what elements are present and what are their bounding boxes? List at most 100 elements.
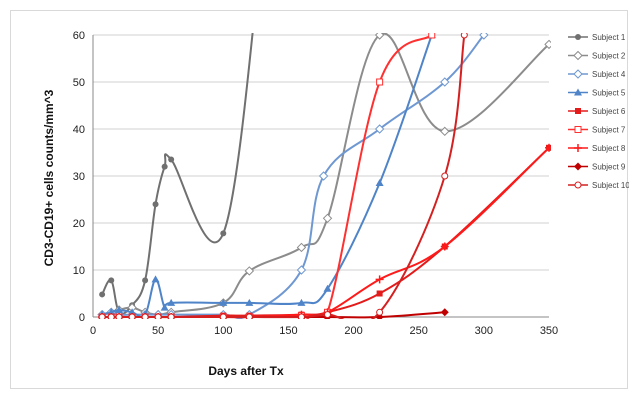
series-subject-5-point [219, 298, 228, 306]
series-subject-10-point [297, 313, 305, 319]
x-tick-label: 350 [540, 325, 558, 337]
y-axis-title: CD3-CD19+ cells counts/mm^3 [42, 89, 56, 266]
series-subject-5-point [151, 275, 160, 283]
legend-swatch-marker [573, 50, 583, 61]
series-subject-8-point [440, 242, 449, 251]
legend-label: Subject 10 [592, 181, 629, 190]
series-subject-1-point [108, 277, 115, 284]
series-subject-8-point [375, 275, 384, 284]
chart-frame: 0 10 20 30 40 50 60 0 50 100 150 200 250 300 350 Days … [10, 10, 629, 389]
series-subject-10-point [219, 313, 227, 319]
legend-item-subject-2: Subject 2 [568, 50, 626, 61]
series-subject-1-point [161, 163, 168, 170]
series-subject-10-point [324, 311, 332, 319]
series-subject-5-point [375, 179, 384, 187]
series-subject-4-point [318, 171, 329, 181]
series-subject-5-point [323, 284, 332, 292]
legend-swatch-marker [574, 144, 582, 152]
series-subject-4-point [374, 124, 385, 134]
series-subject-1-point [168, 156, 175, 163]
series-subject-10 [98, 33, 468, 319]
series-subject-4-point [479, 33, 489, 40]
legend-label: Subject 2 [592, 52, 626, 61]
legend-swatch-marker [573, 69, 583, 79]
legend-label: Subject 5 [592, 89, 626, 98]
legend-swatch-marker [574, 162, 582, 171]
series-subject-2-point [544, 39, 551, 50]
series-subject-10-point [376, 308, 384, 316]
legend-item-subject-1: Subject 1 [568, 33, 626, 42]
series-subject-10-point [98, 313, 106, 319]
x-tick-label: 200 [344, 325, 362, 337]
legend-label: Subject 1 [592, 33, 626, 42]
y-tick-label: 50 [73, 77, 85, 89]
y-tick-label: 10 [73, 265, 85, 277]
series-subject-10-point [245, 313, 253, 319]
legend-swatch-marker [575, 108, 581, 114]
series-subject-1-point [220, 230, 227, 237]
legend-label: Subject 6 [592, 107, 626, 116]
y-tick-label: 60 [73, 30, 85, 42]
legend-label: Subject 4 [592, 70, 626, 79]
legend-swatch-marker [574, 88, 582, 96]
legend-item-subject-9: Subject 9 [568, 162, 626, 172]
series-subject-5-point [160, 303, 169, 311]
y-tick-label: 0 [79, 312, 85, 324]
tick-labels: 0 10 20 30 40 50 60 0 50 100 150 200 250 300 350 [73, 30, 558, 337]
legend-swatch-marker [574, 181, 582, 189]
series-subject-1-point [152, 201, 159, 208]
legend-item-subject-5: Subject 5 [568, 88, 626, 98]
series-subject-7-point [428, 33, 436, 39]
series-subject-6-point [376, 290, 383, 297]
series-subject-4-line [101, 34, 485, 319]
series-subject-5-point [167, 298, 176, 306]
series-subject-10-point [154, 313, 162, 319]
legend-item-subject-10: Subject 10 [568, 181, 629, 190]
legend-item-subject-8: Subject 8 [568, 144, 626, 153]
x-tick-label: 300 [475, 325, 493, 337]
series-subject-10-point [115, 313, 123, 319]
legend-label: Subject 9 [592, 163, 626, 172]
x-tick-label: 0 [90, 325, 96, 337]
series-subject-5-point [297, 298, 306, 306]
legend-item-subject-7: Subject 7 [568, 126, 626, 135]
y-tick-label: 30 [73, 171, 85, 183]
series-subject-2-point [296, 242, 307, 253]
line-chart: 0 10 20 30 40 50 60 0 50 100 150 200 250 300 350 Days … [42, 30, 629, 378]
series-subject-1-point [99, 291, 106, 298]
legend-label: Subject 8 [592, 144, 626, 153]
series-subject-2-point [374, 33, 385, 40]
series-subject-2-point [440, 126, 450, 137]
x-axis-title: Days after Tx [208, 364, 284, 378]
x-tick-label: 100 [214, 325, 232, 337]
series-subject-4 [97, 33, 489, 319]
series-subject-1-line [101, 33, 254, 315]
plot-area [97, 33, 551, 319]
y-tick-label: 20 [73, 218, 85, 230]
series-subject-8-point [545, 143, 551, 152]
series-subject-10-point [167, 313, 175, 319]
series-subject-2-point [322, 213, 333, 224]
series-subject-4-point [440, 77, 450, 87]
series-subject-10-point [460, 33, 468, 39]
series-subject-2-line [101, 33, 550, 316]
series-subject-8 [98, 143, 551, 319]
series-subject-7 [98, 33, 436, 319]
series-subject-9-point [375, 313, 384, 319]
x-tick-label: 50 [152, 325, 164, 337]
series-subject-1-point [142, 277, 149, 284]
series-subject-10-point [441, 172, 449, 180]
x-tick-label: 250 [410, 325, 428, 337]
x-tick-label: 150 [279, 325, 297, 337]
legend-swatch-marker [574, 126, 582, 133]
series-subject-10-point [107, 313, 115, 319]
series-subject-10-point [141, 313, 149, 319]
series-subject-2-point [244, 266, 255, 276]
legend-item-subject-4: Subject 4 [568, 69, 626, 79]
series-subject-9-point [440, 308, 449, 317]
series-subject-5-point [115, 305, 124, 313]
series-subject-10-point [128, 313, 136, 319]
series-subject-5 [98, 33, 436, 318]
series-subject-4-point [296, 265, 307, 275]
series-subject-5-point [245, 298, 254, 306]
